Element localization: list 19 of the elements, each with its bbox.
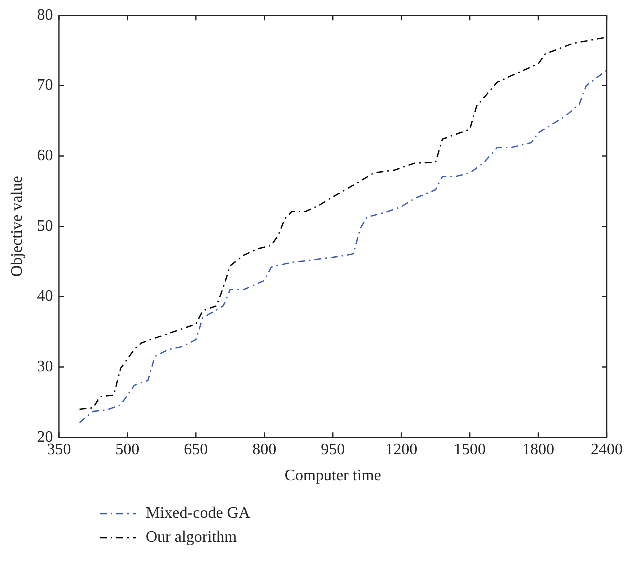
y-tick-label: 80 [37, 6, 54, 24]
x-tick-label: 800 [252, 441, 277, 458]
y-tick-label: 70 [37, 77, 54, 94]
y-axis-title: Objective value [8, 176, 26, 278]
y-tick-label: 40 [37, 288, 54, 306]
x-tick-label: 2400 [591, 441, 623, 458]
x-tick-label: 650 [184, 441, 208, 458]
legend-label: Mixed-code GA [146, 505, 250, 523]
x-tick-label: 1800 [522, 441, 555, 458]
x-tick-label: 950 [321, 441, 346, 458]
x-tick-label: 350 [47, 441, 72, 458]
x-tick-label: 1500 [454, 441, 486, 458]
y-tick-label: 50 [37, 218, 54, 235]
x-tick-label: 500 [116, 441, 140, 458]
x-tick-label: 1200 [386, 441, 418, 458]
y-tick-label: 30 [37, 358, 54, 376]
x-axis-title: Computer time [284, 468, 382, 485]
legend-label: Our algorithm [146, 529, 238, 547]
y-tick-label: 60 [37, 147, 54, 164]
